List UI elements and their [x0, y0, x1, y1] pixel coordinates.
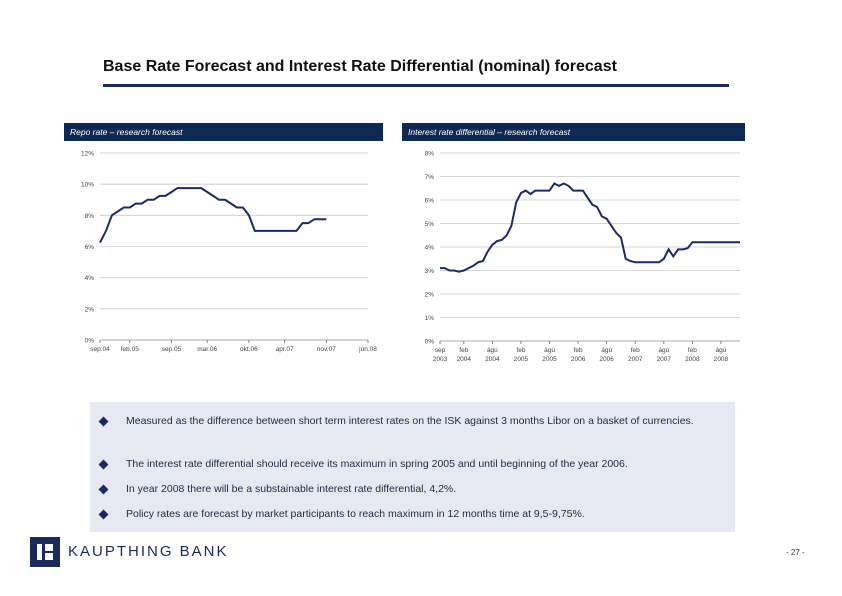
x-tick-label: ágú 2007	[657, 347, 672, 363]
chart-header: Interest rate differential – research fo…	[408, 127, 571, 137]
y-tick-label: 2%	[85, 306, 95, 313]
page-number: - 27 -	[786, 548, 805, 557]
y-tick-label: 7%	[425, 174, 435, 181]
x-tick-label: apr.07	[276, 346, 294, 353]
y-tick-label: 8%	[85, 213, 95, 220]
y-tick-label: 8%	[425, 151, 435, 158]
x-tick-label: feb.05	[121, 346, 139, 353]
charts: Repo rate – research forecast 0% 2% 4% 6% 8% 1…	[70, 127, 740, 363]
bullet-box	[90, 402, 735, 532]
x-tick-label: feb 2008	[685, 347, 700, 363]
y-tick-label: 1%	[425, 315, 435, 322]
y-tick-label: 2%	[425, 292, 435, 299]
bullet-text: Policy rates are forecast by market part…	[126, 508, 585, 520]
title-rule	[103, 84, 729, 87]
logo-mark	[30, 537, 60, 567]
y-tick-label: 12%	[81, 151, 94, 158]
x-tick-label: sep 2003	[433, 347, 448, 363]
y-tick-label: 4%	[425, 245, 435, 252]
y-tick-label: 3%	[425, 268, 435, 275]
x-tick-label: feb 2007	[628, 347, 643, 363]
x-tick-label: ágú 2005	[542, 347, 557, 363]
bullet-text: The interest rate differential should re…	[126, 458, 628, 470]
x-tick-label: sep.04	[90, 346, 110, 353]
x-tick-label: feb 2004	[457, 347, 472, 363]
y-tick-label: 5%	[425, 221, 435, 228]
slide-title: Base Rate Forecast and Interest Rate Dif…	[103, 58, 617, 75]
y-tick-label: 0%	[85, 338, 95, 345]
x-tick-label: mar.06	[197, 346, 217, 353]
x-tick-label: ágú 2006	[599, 347, 614, 363]
chart-header-bar	[64, 123, 383, 141]
x-tick-label: feb 2006	[571, 347, 586, 363]
x-tick-label: ágú 2008	[714, 347, 729, 363]
y-tick-label: 6%	[425, 198, 435, 205]
y-tick-label: 6%	[85, 244, 95, 251]
x-tick-label: okt.06	[240, 346, 258, 353]
bullet-text: In year 2008 there will be a substainabl…	[126, 483, 457, 495]
x-tick-label: sep.05	[162, 346, 182, 353]
bullet-text: Measured as the difference between short…	[126, 415, 694, 427]
x-tick-label: nov.07	[317, 346, 336, 353]
logo-text: KAUPTHING BANK	[68, 543, 229, 560]
x-tick-label: ágú 2004	[485, 347, 500, 363]
x-tick-label: jún.08	[358, 346, 377, 353]
x-tick-label: feb 2005	[514, 347, 529, 363]
y-tick-label: 0%	[425, 339, 435, 346]
y-tick-label: 10%	[81, 182, 94, 189]
data-line	[440, 182, 740, 273]
data-line	[99, 187, 327, 244]
chart-header-bar	[402, 123, 745, 141]
y-tick-label: 4%	[85, 275, 95, 282]
chart-header: Repo rate – research forecast	[70, 127, 183, 137]
